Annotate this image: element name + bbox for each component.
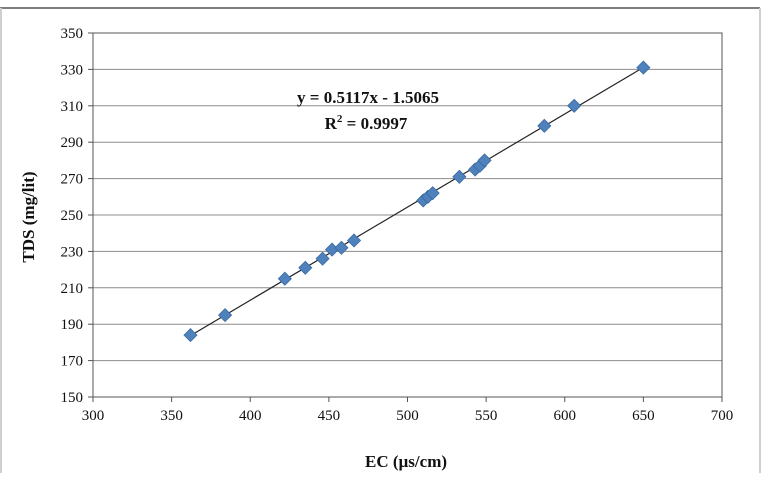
x-tick-label-6: 600: [554, 408, 577, 424]
data-point-17: [636, 60, 651, 75]
y-tick-label-3: 210: [61, 281, 84, 297]
x-tick-labels: 300 350 400 450 500 550 600 650 700: [82, 397, 734, 424]
y-tick-label-0: 150: [61, 390, 84, 406]
y-tick-label-6: 270: [61, 172, 84, 188]
y-tick-label-10: 350: [61, 26, 84, 42]
y-tick-labels: 150 170 190 210 230 250 270 290 310 330 350: [61, 26, 93, 406]
data-point-0: [183, 328, 198, 343]
data-point-15: [537, 118, 552, 133]
trend-equation: y = 0.5117x - 1.5065: [297, 88, 439, 107]
data-point-4: [315, 251, 330, 266]
y-tick-label-2: 190: [61, 317, 84, 333]
x-tick-label-4: 500: [396, 408, 419, 424]
y-tick-label-1: 170: [61, 354, 84, 370]
x-tick-label-3: 450: [318, 408, 341, 424]
x-tick-label-8: 700: [711, 408, 734, 424]
x-tick-label-2: 400: [239, 408, 262, 424]
r-squared-label: R2 = 0.9997: [325, 113, 408, 133]
data-point-6: [334, 240, 349, 255]
x-tick-label-0: 300: [82, 408, 105, 424]
trendline: [190, 66, 644, 337]
data-point-16: [567, 98, 582, 113]
data-point-7: [346, 233, 362, 248]
data-point-3: [298, 260, 313, 275]
data-point-14: [477, 153, 492, 168]
y-axis-label: TDS (mg/lit): [19, 171, 38, 262]
data-points: [183, 60, 651, 343]
data-point-11: [452, 169, 467, 184]
x-tick-label-5: 550: [475, 408, 498, 424]
y-tick-label-5: 250: [61, 208, 84, 224]
y-tick-label-8: 310: [61, 99, 84, 115]
data-point-2: [277, 271, 292, 286]
x-tick-label-1: 350: [160, 408, 183, 424]
y-tick-label-9: 330: [61, 62, 84, 78]
x-axis-label: EC (µs/cm): [365, 452, 447, 471]
y-tick-label-4: 230: [61, 244, 84, 260]
x-tick-label-7: 650: [632, 408, 655, 424]
y-tick-label-7: 290: [61, 135, 84, 151]
data-point-10: [425, 186, 440, 201]
data-point-1: [218, 308, 233, 323]
